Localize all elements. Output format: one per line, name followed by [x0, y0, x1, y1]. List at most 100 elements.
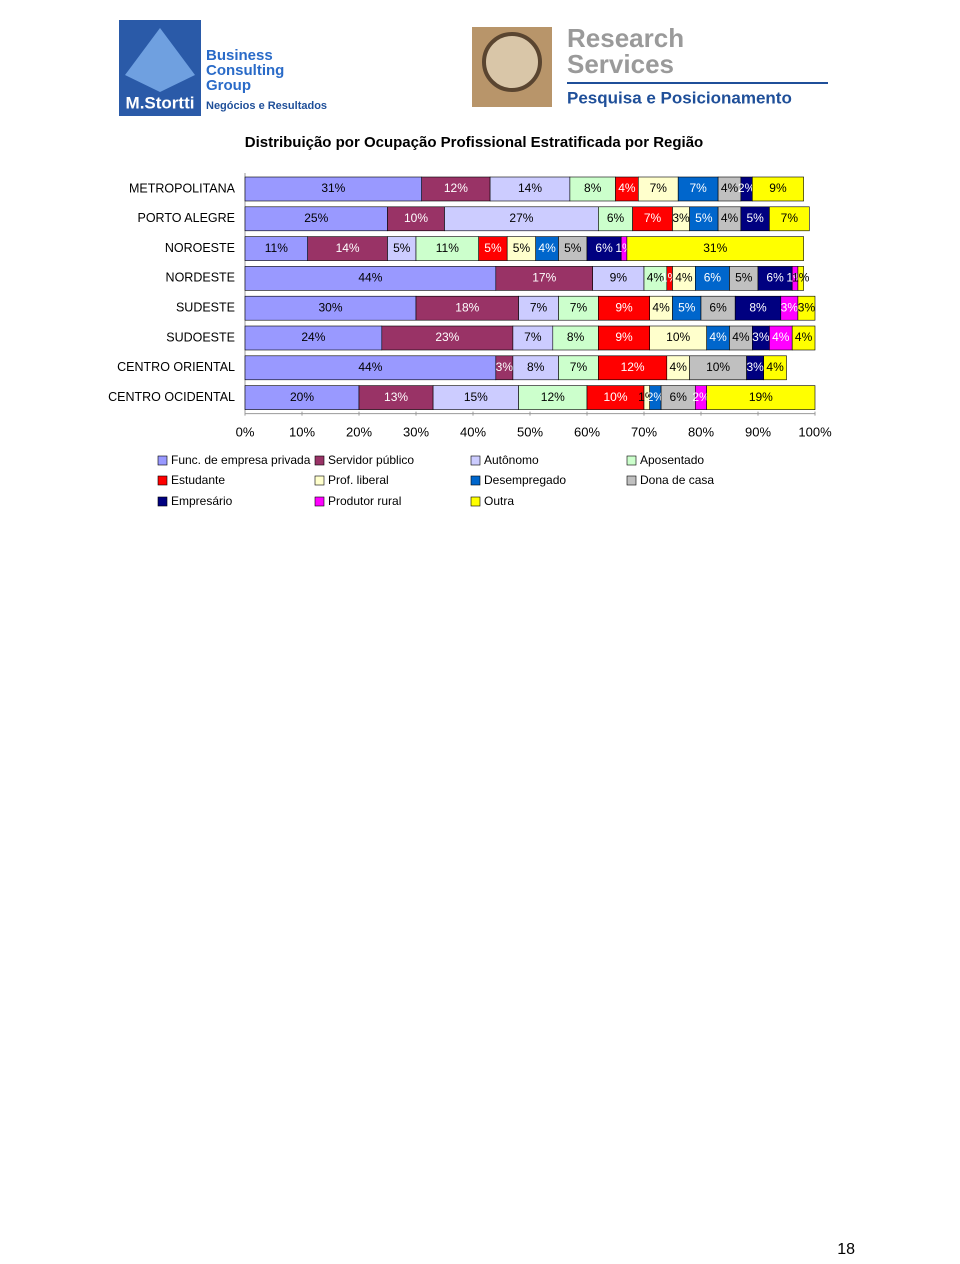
data-label: 24% [301, 330, 325, 344]
x-tick-label: 70% [631, 424, 657, 439]
bar-segment [586, 385, 645, 410]
bar-segment [518, 295, 559, 321]
legend-swatch [470, 455, 481, 466]
legend-label: Estudante [171, 473, 225, 487]
legend-label: Produtor rural [328, 494, 401, 508]
legend-label: Aposentado [640, 453, 704, 467]
data-label: 17% [532, 271, 556, 285]
data-label: 12% [621, 360, 645, 374]
bar-segment [512, 325, 554, 351]
bar-segment [598, 295, 651, 321]
x-tick-label: 90% [745, 424, 771, 439]
magnifier [482, 32, 542, 92]
bar-segment [569, 176, 616, 202]
bar-segment [387, 236, 417, 261]
data-label: 44% [358, 271, 382, 285]
data-label: 10% [404, 211, 428, 225]
bar-segment [700, 295, 736, 321]
bar-segment [672, 295, 702, 321]
legend-label: Prof. liberal [328, 473, 389, 487]
data-label: 7% [644, 211, 662, 225]
bar-segment [244, 385, 360, 410]
data-label: 7% [689, 181, 707, 195]
bar-segment [632, 206, 673, 232]
x-tick-label: 20% [346, 424, 372, 439]
data-label: 10% [666, 330, 690, 344]
bar-segment [660, 385, 696, 410]
data-label: 14% [518, 181, 542, 195]
bar-segment [558, 236, 588, 261]
bar-segment [444, 206, 599, 232]
bar-segment [694, 266, 730, 291]
data-label: 5% [678, 300, 696, 314]
data-label: 27% [509, 211, 533, 225]
bar-segment [598, 355, 668, 381]
bar-segment [518, 385, 588, 410]
category-label: PORTO ALEGRE [138, 211, 236, 225]
chart: 0% 10% 20% 30% 40% 50% 60% 70% 80% 90% 100% METROPO… [108, 173, 832, 508]
bar-segment [751, 176, 804, 202]
bar-segment [506, 236, 537, 261]
page-number: 18 [837, 1241, 855, 1258]
data-label: 31% [703, 241, 727, 255]
bar-segment [558, 355, 599, 381]
category-label: CENTRO OCIDENTAL [108, 390, 235, 404]
data-label: 6% [766, 271, 784, 285]
bar-segment [495, 266, 593, 291]
legend-swatch [314, 496, 325, 507]
x-tick-label: 60% [574, 424, 600, 439]
data-label: 5% [513, 241, 531, 255]
bar-segment [558, 295, 599, 321]
bar-segment [586, 236, 622, 261]
bar-segment [791, 325, 816, 351]
data-label: 4% [670, 360, 688, 374]
bar-segment [637, 176, 679, 202]
data-label: 2% [647, 390, 665, 404]
legend-swatch [157, 455, 168, 466]
data-label: 5% [746, 211, 764, 225]
legend-swatch [470, 496, 481, 507]
data-label: 5% [393, 241, 411, 255]
bar-segment [415, 295, 519, 321]
chart-title: Distribuição por Ocupação Profissional E… [245, 134, 703, 151]
x-tick-label: 50% [517, 424, 543, 439]
legend-label: Desempregado [484, 473, 566, 487]
data-label: 4% [618, 181, 636, 195]
data-label: 4% [709, 330, 727, 344]
bar-segment [689, 355, 747, 381]
x-tick-label: 10% [289, 424, 315, 439]
data-label: 6% [704, 271, 722, 285]
bar-segment [552, 325, 599, 351]
bar-segment [381, 325, 514, 351]
bar-segment [740, 206, 770, 232]
bar-segment [757, 266, 793, 291]
data-label: 3% [672, 211, 690, 225]
data-label: 5% [484, 241, 502, 255]
bar-segment [797, 266, 804, 291]
data-label: 12% [541, 390, 565, 404]
data-label: 4% [652, 300, 670, 314]
bar-segment [797, 295, 816, 321]
legend-label: Func. de empresa privada [171, 453, 311, 467]
data-label: 4% [675, 271, 693, 285]
data-label: 11% [436, 241, 459, 255]
data-label: 4% [647, 271, 665, 285]
logo-diamond [125, 28, 195, 92]
data-label: 15% [464, 390, 488, 404]
legend-swatch [314, 455, 325, 466]
data-label: 6% [670, 390, 688, 404]
data-label: 44% [358, 360, 382, 374]
data-label: 4% [772, 330, 790, 344]
bar-segment [387, 206, 445, 232]
logo-text: Group [206, 77, 251, 94]
data-label: 11% [265, 241, 288, 255]
logo-tagline: Negócios e Resultados [206, 100, 327, 112]
bar-segment [358, 385, 434, 410]
category-label: CENTRO ORIENTAL [117, 360, 235, 374]
data-label: 2% [738, 181, 756, 195]
x-tick-label: 40% [460, 424, 486, 439]
logo-tagline: Pesquisa e Posicionamento [567, 88, 792, 107]
data-label: 3% [752, 330, 770, 344]
bar-segment [244, 206, 388, 232]
